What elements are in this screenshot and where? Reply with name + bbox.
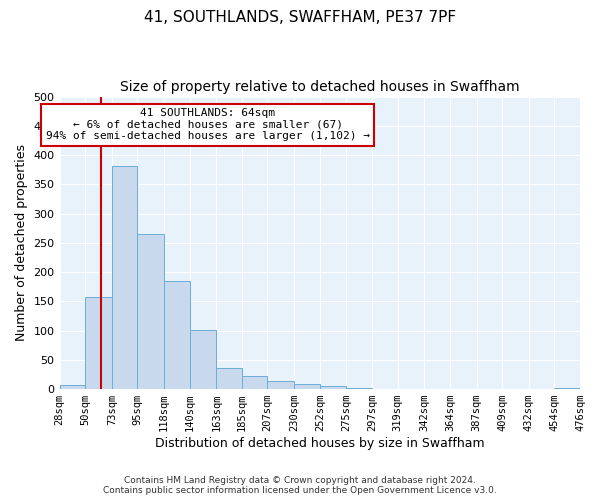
Bar: [294, 384, 320, 389]
Title: Size of property relative to detached houses in Swaffham: Size of property relative to detached ho…: [120, 80, 520, 94]
Bar: [554, 388, 580, 389]
Bar: [137, 234, 164, 389]
Bar: [268, 382, 294, 389]
Y-axis label: Number of detached properties: Number of detached properties: [15, 144, 28, 342]
Bar: [346, 388, 372, 389]
Bar: [112, 166, 137, 389]
Bar: [320, 386, 346, 389]
Bar: [190, 330, 217, 389]
Text: 41, SOUTHLANDS, SWAFFHAM, PE37 7PF: 41, SOUTHLANDS, SWAFFHAM, PE37 7PF: [144, 10, 456, 25]
Text: 41 SOUTHLANDS: 64sqm
← 6% of detached houses are smaller (67)
94% of semi-detach: 41 SOUTHLANDS: 64sqm ← 6% of detached ho…: [46, 108, 370, 142]
Bar: [59, 385, 85, 389]
X-axis label: Distribution of detached houses by size in Swaffham: Distribution of detached houses by size …: [155, 437, 485, 450]
Bar: [217, 368, 242, 389]
Bar: [242, 376, 268, 389]
Bar: [85, 297, 112, 389]
Text: Contains HM Land Registry data © Crown copyright and database right 2024.
Contai: Contains HM Land Registry data © Crown c…: [103, 476, 497, 495]
Bar: [164, 282, 190, 389]
